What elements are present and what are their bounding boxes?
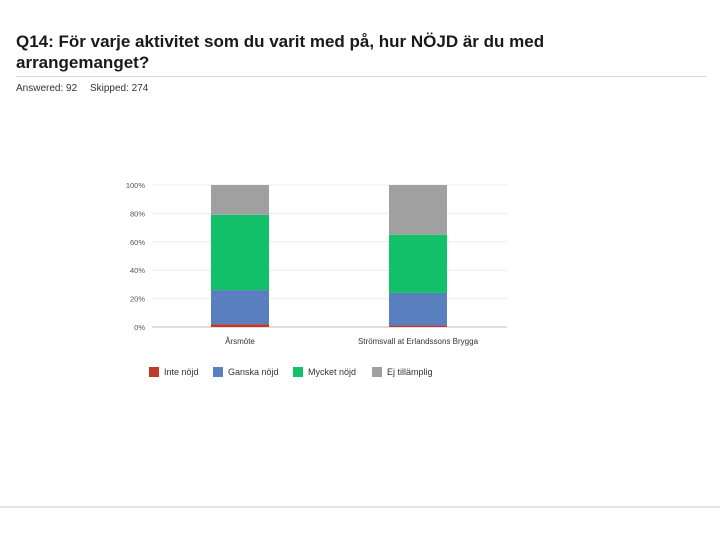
bar-segment [211,290,269,325]
footer-divider [0,506,720,508]
legend-label: Inte nöjd [164,367,199,377]
y-tick-label: 0% [134,323,145,332]
question-title: Q14: För varje aktivitet som du varit me… [16,32,545,72]
legend-label: Ej tillämplig [387,367,433,377]
y-axis: 0% 20% 40% 60% 80% 100% [126,181,146,332]
bar-segment [389,234,447,293]
y-tick-label: 20% [130,295,145,304]
stacked-bar-chart: 0% 20% 40% 60% 80% 100% Årsmöte Strömsvall at … [126,181,507,377]
x-axis: Årsmöte Strömsvall at Erlandssons Brygga [225,337,478,346]
answered-count: Answered: 92 [16,83,78,94]
legend-swatch [372,367,382,377]
legend-swatch [213,367,223,377]
legend-swatch [149,367,159,377]
legend-label: Ganska nöjd [228,367,279,377]
y-tick-label: 80% [130,209,145,218]
legend-swatch [293,367,303,377]
y-tick-label: 40% [130,266,145,275]
y-tick-label: 100% [126,181,146,190]
bar-segment [211,324,269,327]
legend-label: Mycket nöjd [308,367,356,377]
bar-segment [211,214,269,291]
chart-legend: Inte nöjd Ganska nöjd Mycket nöjd Ej tilläm… [149,367,433,377]
category-label: Årsmöte [225,337,255,346]
response-counts: Answered: 92 Skipped: 274 [16,83,158,94]
bar-segment [389,325,447,327]
bar-segment [211,185,269,215]
bar-stacks [211,185,447,327]
bar-segment [389,185,447,235]
y-tick-label: 60% [130,238,145,247]
category-label: Strömsvall at Erlandssons Brygga [358,337,479,346]
bar-segment [389,292,447,326]
divider [16,76,706,77]
skipped-count: Skipped: 274 [89,83,149,94]
gridlines [152,184,507,328]
